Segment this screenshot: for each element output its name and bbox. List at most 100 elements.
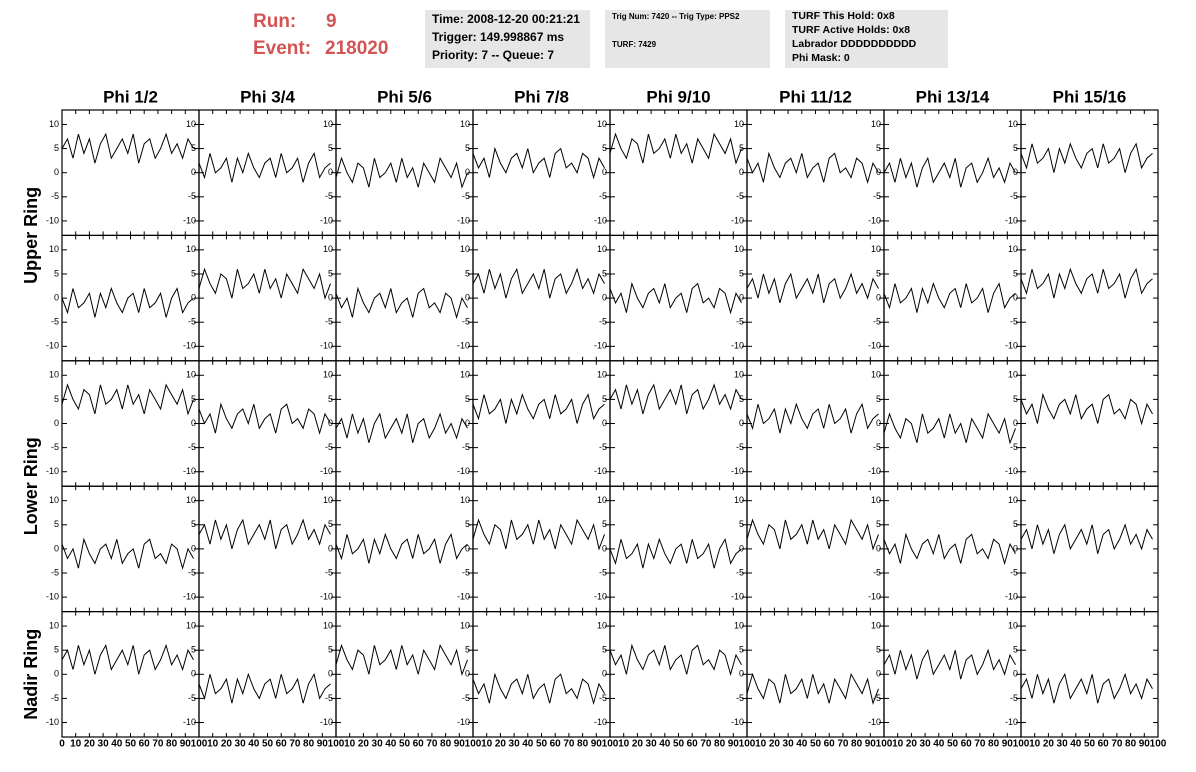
x-tick-label: 30 <box>509 739 521 750</box>
y-tick-label: 0 <box>602 669 607 679</box>
y-tick-label: -5 <box>1010 567 1018 577</box>
waveform <box>61 643 194 675</box>
y-tick-label: -5 <box>873 693 881 703</box>
y-tick-label: -5 <box>325 693 333 703</box>
info-box <box>605 10 770 68</box>
waveform <box>746 272 879 304</box>
x-tick-label: 80 <box>714 739 726 750</box>
waveform <box>61 537 194 571</box>
panel-frame <box>335 485 474 613</box>
x-tick-label: 70 <box>289 739 301 750</box>
y-tick-label: 0 <box>739 669 744 679</box>
y-tick-label: 5 <box>191 394 196 404</box>
y-tick-label: -5 <box>1010 191 1018 201</box>
y-tick-label: 0 <box>54 418 59 428</box>
x-tick-label: 100 <box>602 739 619 750</box>
waveform <box>335 156 468 189</box>
waveform <box>609 132 742 165</box>
y-tick-label: 5 <box>328 268 333 278</box>
waveform <box>1020 392 1153 426</box>
y-tick-label: -5 <box>188 693 196 703</box>
x-tick-label: 90 <box>591 739 603 750</box>
y-tick-label: 5 <box>54 268 59 278</box>
panel-frame <box>883 610 1022 738</box>
waveform <box>883 412 1016 445</box>
x-tick-label: 90 <box>728 739 740 750</box>
y-tick-label: -10 <box>320 592 333 602</box>
waveform <box>198 267 331 300</box>
x-tick-label: 100 <box>739 739 756 750</box>
x-tick-label: 10 <box>618 739 630 750</box>
x-tick-label: 20 <box>358 739 370 750</box>
phi-mask: Phi Mask: 0 <box>792 52 850 64</box>
y-tick-label: -5 <box>736 191 744 201</box>
x-tick-label: 70 <box>426 739 438 750</box>
x-tick-label: 80 <box>851 739 863 750</box>
y-tick-label: 0 <box>328 292 333 302</box>
x-tick-label: 100 <box>1150 739 1167 750</box>
x-tick-label: 50 <box>1084 739 1096 750</box>
panel-frame <box>746 610 885 738</box>
y-tick-label: 0 <box>1013 669 1018 679</box>
y-tick-label: 0 <box>739 167 744 177</box>
y-tick-label: 10 <box>323 495 333 505</box>
y-tick-label: 5 <box>602 268 607 278</box>
y-tick-label: -5 <box>188 191 196 201</box>
panel-frame <box>198 485 337 613</box>
panel-frame <box>746 234 885 362</box>
y-tick-label: -5 <box>736 693 744 703</box>
panel-frame <box>609 360 748 487</box>
y-tick-label: 0 <box>191 292 196 302</box>
y-tick-label: -10 <box>46 341 59 351</box>
y-tick-label: 5 <box>54 394 59 404</box>
labrador: Labrador DDDDDDDDDD <box>792 38 917 50</box>
waveform <box>609 537 742 569</box>
event-label: Event: <box>253 38 311 59</box>
y-tick-label: -10 <box>868 215 881 225</box>
waveform <box>472 393 605 424</box>
event: 218020 <box>325 38 388 59</box>
y-tick-label: -10 <box>731 215 744 225</box>
x-tick-label: 40 <box>111 739 123 750</box>
y-tick-label: 0 <box>54 543 59 553</box>
info-box <box>425 10 590 68</box>
panel-frame <box>1020 610 1159 738</box>
waveform <box>1020 267 1153 299</box>
x-tick-label: 70 <box>837 739 849 750</box>
y-tick-label: 5 <box>876 268 881 278</box>
y-tick-label: -5 <box>188 442 196 452</box>
y-tick-label: -5 <box>1010 317 1018 327</box>
y-tick-label: -5 <box>1010 693 1018 703</box>
x-tick-label: 20 <box>632 739 644 750</box>
y-tick-label: -5 <box>599 442 607 452</box>
y-tick-label: -10 <box>731 717 744 727</box>
x-tick-label: 60 <box>961 739 973 750</box>
waveform <box>883 532 1016 566</box>
y-tick-label: 5 <box>739 519 744 529</box>
waveform <box>609 281 742 315</box>
waveform <box>61 132 194 164</box>
column-title: Phi 11/12 <box>779 87 852 106</box>
y-tick-label: 10 <box>186 620 196 630</box>
y-tick-label: 10 <box>49 370 59 380</box>
trigger: Trigger: 149.998867 ms <box>432 30 564 44</box>
column-title: Phi 9/10 <box>646 87 710 106</box>
y-tick-label: 5 <box>465 143 470 153</box>
turf-this-hold: TURF This Hold: 0x8 <box>792 10 895 22</box>
y-tick-label: 0 <box>191 669 196 679</box>
waveform <box>61 286 194 318</box>
x-tick-label: 90 <box>317 739 329 750</box>
y-tick-label: 10 <box>460 244 470 254</box>
y-tick-label: 5 <box>602 645 607 655</box>
waveform <box>746 672 879 705</box>
y-tick-label: 10 <box>323 119 333 129</box>
y-tick-label: -10 <box>46 592 59 602</box>
x-tick-label: 100 <box>876 739 893 750</box>
x-tick-label: 40 <box>659 739 671 750</box>
y-tick-label: 0 <box>739 292 744 302</box>
x-tick-label: 90 <box>865 739 877 750</box>
y-tick-label: 10 <box>871 244 881 254</box>
y-tick-label: 0 <box>876 418 881 428</box>
panel-frame <box>61 610 200 738</box>
y-tick-label: 10 <box>871 495 881 505</box>
